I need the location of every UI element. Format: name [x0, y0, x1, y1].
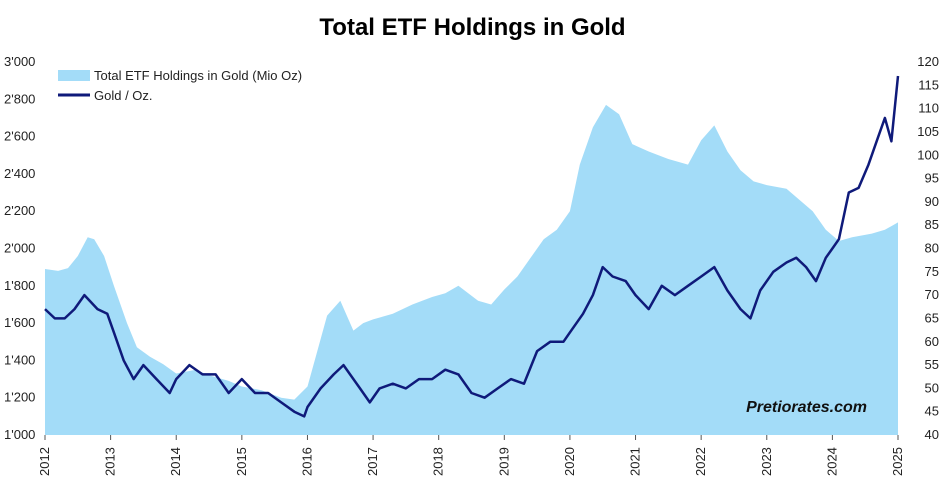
chart-title: Total ETF Holdings in Gold [319, 14, 626, 41]
x-tick-label: 2025 [890, 447, 905, 476]
x-tick-label: 2012 [37, 447, 52, 476]
right-tick-label: 100 [917, 147, 939, 162]
right-tick-label: 55 [925, 357, 939, 372]
x-tick-label: 2019 [496, 447, 511, 476]
left-tick-label: 2'400 [4, 166, 35, 181]
left-tick-label: 1'000 [4, 427, 35, 442]
legend-area-label: Total ETF Holdings in Gold (Mio Oz) [94, 68, 302, 83]
right-tick-label: 75 [925, 264, 939, 279]
x-axis: 2012 2013 2014 2015 2016 2017 2018 2019 2020 2021… [37, 435, 905, 476]
x-tick-label: 2013 [103, 447, 118, 476]
gold-price-line [44, 75, 900, 418]
right-tick-label: 95 [925, 171, 939, 186]
x-tick-label: 2024 [824, 447, 839, 476]
left-tick-label: 2'000 [4, 241, 35, 256]
right-tick-label: 90 [925, 194, 939, 209]
left-tick-label: 2'600 [4, 129, 35, 144]
legend: Total ETF Holdings in Gold (Mio Oz) Gold… [58, 68, 302, 103]
holdings-area [45, 104, 898, 436]
gold-price-line-layer [44, 75, 900, 418]
left-tick-label: 1'800 [4, 278, 35, 293]
x-tick-label: 2021 [628, 447, 643, 476]
right-tick-label: 60 [925, 334, 939, 349]
right-tick-label: 80 [925, 241, 939, 256]
left-tick-label: 1'200 [4, 390, 35, 405]
left-tick-label: 3'000 [4, 54, 35, 69]
right-y-axis: 40 45 50 55 60 65 70 75 80 85 90 95 100 105 110 115 120 [917, 54, 939, 442]
x-tick-label: 2020 [562, 447, 577, 476]
right-tick-label: 70 [925, 287, 939, 302]
right-tick-label: 40 [925, 427, 939, 442]
x-tick-label: 2018 [431, 447, 446, 476]
x-tick-label: 2022 [693, 447, 708, 476]
right-tick-label: 110 [918, 101, 939, 116]
right-tick-label: 50 [925, 380, 939, 395]
watermark: Pretiorates.com [746, 399, 867, 416]
right-tick-label: 45 [925, 404, 939, 419]
right-tick-label: 85 [925, 217, 939, 232]
x-tick-label: 2017 [365, 447, 380, 476]
legend-area-swatch [58, 70, 90, 81]
x-tick-label: 2015 [234, 447, 249, 476]
left-tick-label: 1'400 [4, 352, 35, 367]
holdings-area-layer [45, 104, 898, 436]
right-tick-label: 120 [917, 54, 939, 69]
left-y-axis: 1'000 1'200 1'400 1'600 1'800 2'000 2'200 2'400… [4, 54, 35, 442]
left-tick-label: 2'200 [4, 203, 35, 218]
x-tick-label: 2014 [168, 447, 183, 476]
right-tick-label: 65 [925, 310, 939, 325]
x-tick-label: 2016 [299, 447, 314, 476]
right-tick-label: 105 [917, 124, 939, 139]
x-tick-label: 2023 [759, 447, 774, 476]
left-tick-label: 2'800 [4, 91, 35, 106]
left-tick-label: 1'600 [4, 315, 35, 330]
legend-line-label: Gold / Oz. [94, 88, 153, 103]
right-tick-label: 115 [918, 77, 939, 92]
